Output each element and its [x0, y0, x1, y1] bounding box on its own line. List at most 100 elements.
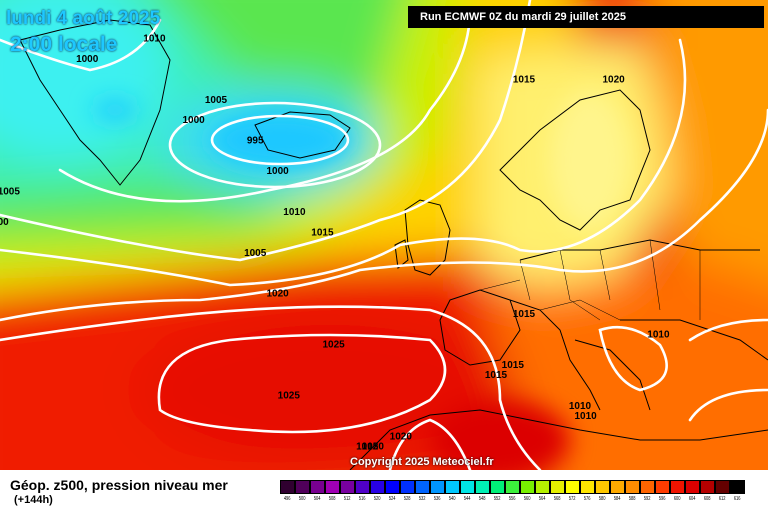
- scale-cell: 524: [384, 480, 400, 502]
- scale-cell: 500: [294, 480, 310, 502]
- isobar-label: 1015: [513, 309, 536, 320]
- scale-cell: 532: [414, 480, 430, 502]
- isobar-label: 1000: [266, 166, 289, 177]
- scale-tick-label: 544: [464, 496, 471, 502]
- copyright-notice: Copyright 2025 Meteociel.fr: [350, 456, 494, 468]
- scale-cell: 516: [354, 480, 370, 502]
- scale-cell: 600: [669, 480, 685, 502]
- scale-swatch: [729, 480, 745, 494]
- scale-cell: 572: [564, 480, 580, 502]
- scale-tick-label: 584: [614, 496, 621, 502]
- scale-cell: 496: [279, 480, 295, 502]
- scale-swatch: [504, 480, 520, 494]
- isobar-label: 1000: [182, 115, 205, 126]
- scale-swatch: [549, 480, 565, 494]
- scale-tick-label: 512: [344, 496, 351, 502]
- isobar-label: 1020: [390, 431, 413, 442]
- scale-cell: 604: [684, 480, 700, 502]
- scale-cell: 576: [579, 480, 595, 502]
- scale-tick-label: 508: [329, 496, 336, 502]
- scale-tick-label: 500: [299, 496, 306, 502]
- scale-tick-label: 612: [719, 496, 726, 502]
- scale-swatch: [339, 480, 355, 494]
- forecast-time: 2:00 locale: [10, 33, 118, 56]
- scale-swatch: [309, 480, 325, 494]
- scale-swatch: [609, 480, 625, 494]
- country-borders: [479, 239, 701, 321]
- scale-cell: 540: [444, 480, 460, 502]
- scale-cell: 556: [504, 480, 520, 502]
- scale-tick-label: 504: [314, 496, 321, 502]
- isobar-label: 1000: [76, 54, 99, 65]
- scale-tick-label: 592: [644, 496, 651, 502]
- isobar-label: 1020: [266, 289, 289, 300]
- scale-cell: 616: [729, 480, 745, 502]
- scale-swatch: [414, 480, 430, 494]
- scale-swatch: [474, 480, 490, 494]
- isobars: [0, 0, 768, 470]
- scale-tick-label: 568: [554, 496, 561, 502]
- scale-swatch: [294, 480, 310, 494]
- lead-time-label: (+144h): [14, 494, 53, 506]
- scale-tick-label: 576: [584, 496, 591, 502]
- scale-tick-label: 556: [509, 496, 516, 502]
- forecast-date: lundi 4 août 2025: [6, 8, 161, 29]
- isobar-label: 995: [247, 136, 264, 147]
- scale-swatch: [519, 480, 535, 494]
- scale-cell: 568: [549, 480, 565, 502]
- scale-swatch: [369, 480, 385, 494]
- scale-swatch: [564, 480, 580, 494]
- scale-swatch: [639, 480, 655, 494]
- isobar-label: 1025: [322, 340, 345, 351]
- scale-swatch: [354, 480, 370, 494]
- scale-tick-label: 608: [704, 496, 711, 502]
- scale-cell: 580: [594, 480, 610, 502]
- scale-tick-label: 560: [524, 496, 531, 502]
- scale-swatch: [279, 480, 295, 494]
- isobar-label: 1025: [278, 391, 301, 402]
- scale-cell: 596: [654, 480, 670, 502]
- isobar-label: 1015: [502, 360, 525, 371]
- isobar-label: 1020: [362, 442, 385, 453]
- scale-tick-label: 536: [434, 496, 441, 502]
- scale-swatch: [699, 480, 715, 494]
- scale-swatch: [684, 480, 700, 494]
- scale-swatch: [444, 480, 460, 494]
- scale-tick-label: 580: [599, 496, 606, 502]
- scale-swatch: [534, 480, 550, 494]
- scale-cell: 552: [489, 480, 505, 502]
- isobar-label: 1005: [0, 187, 20, 198]
- scale-swatch: [579, 480, 595, 494]
- isobar-label: 1015: [513, 74, 536, 85]
- scale-cell: 536: [429, 480, 445, 502]
- scale-tick-label: 596: [659, 496, 666, 502]
- scale-cell: 520: [369, 480, 385, 502]
- scale-swatch: [429, 480, 445, 494]
- isobar-label: 1000: [0, 217, 9, 228]
- scale-tick-label: 552: [494, 496, 501, 502]
- scale-cell: 528: [399, 480, 415, 502]
- isobar-label: 1010: [143, 34, 166, 45]
- scale-tick-label: 532: [419, 496, 426, 502]
- scale-swatch: [624, 480, 640, 494]
- isobar-label: 1010: [283, 207, 306, 218]
- scale-swatch: [714, 480, 730, 494]
- scale-cell: 612: [714, 480, 730, 502]
- scale-cell: 504: [309, 480, 325, 502]
- isobar-label: 1015: [311, 227, 334, 238]
- scale-tick-label: 516: [359, 496, 366, 502]
- scale-tick-label: 572: [569, 496, 576, 502]
- scale-tick-label: 588: [629, 496, 636, 502]
- isobar-label: 1015: [485, 370, 508, 381]
- scale-swatch: [459, 480, 475, 494]
- scale-cell: 512: [339, 480, 355, 502]
- scale-swatch: [384, 480, 400, 494]
- scale-cell: 544: [459, 480, 475, 502]
- isobar-label: 1005: [205, 95, 228, 106]
- scale-tick-label: 616: [734, 496, 741, 502]
- scale-tick-label: 564: [539, 496, 546, 502]
- scale-swatch: [654, 480, 670, 494]
- scale-cell: 592: [639, 480, 655, 502]
- isobar-label: 1015: [356, 442, 379, 453]
